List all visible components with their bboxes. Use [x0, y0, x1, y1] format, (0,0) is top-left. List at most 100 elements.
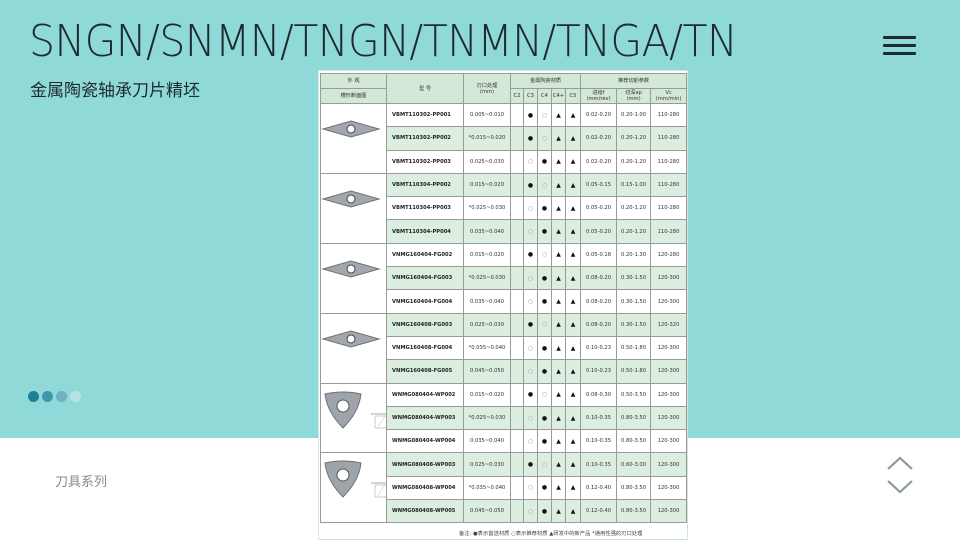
speed-cell: 120-280	[650, 242, 688, 268]
material-cell: ●	[537, 405, 552, 431]
material-cell: ●	[523, 452, 538, 477]
header-grade: C5	[564, 88, 582, 104]
model-cell: VBMT110302-PP001	[386, 102, 464, 128]
speed-cell: 110-280	[650, 196, 688, 221]
insert-profile-image	[320, 242, 387, 314]
depth-cell: 0.15-1.00	[616, 172, 652, 198]
chevron-down-icon[interactable]	[886, 479, 914, 495]
depth-cell: 0.80-3.50	[616, 475, 652, 501]
pager-dot[interactable]	[28, 391, 39, 402]
depth-cell: 0.80-3.50	[616, 405, 652, 431]
material-cell: ▲	[564, 289, 582, 314]
material-cell: ▲	[551, 149, 566, 174]
model-cell: WNMG080408-WP005	[386, 499, 464, 524]
page-title: SNGN/SNMN/TNGN/TNMN/TNGA/TN	[29, 16, 738, 67]
speed-cell: 120-300	[650, 289, 688, 314]
insert-profile-image	[320, 103, 387, 174]
material-cell: ●	[537, 499, 552, 524]
insert-profile-image	[320, 382, 387, 454]
material-cell: ●	[537, 219, 552, 244]
table-row: WNMG080408-WP004 *0.035~0.040 ○ ● ▲ ▲ 0.12-0.4…	[321, 475, 688, 501]
depth-cell: 0.80-3.50	[616, 429, 652, 454]
material-cell: ▲	[564, 499, 582, 524]
depth-cell: 0.20-1.20	[616, 126, 652, 151]
pager-dots[interactable]	[28, 391, 81, 402]
material-cell: ●	[537, 196, 552, 221]
material-cell: ○	[537, 242, 552, 268]
table-row: VBMT110304-PP003 *0.025~0.030 ○ ● ▲ ▲ 0.05-0.2…	[321, 196, 688, 221]
speed-cell: 120-300	[650, 382, 688, 407]
model-cell: VNMG160408-FG004	[386, 335, 464, 361]
material-cell: ▲	[564, 266, 582, 291]
material-cell: ▲	[551, 499, 566, 524]
material-cell: ●	[523, 382, 538, 407]
feed-cell: 0.08-0.20	[580, 266, 618, 291]
material-cell: ○	[537, 102, 552, 128]
category-label: 刀具系列	[55, 475, 108, 490]
edge-cell: *0.025~0.030	[463, 266, 511, 291]
material-cell: ▲	[551, 312, 566, 337]
material-cell	[510, 196, 524, 221]
model-cell: WNMG080408-WP003	[386, 452, 464, 477]
material-cell	[510, 126, 524, 151]
pager-dot[interactable]	[70, 391, 81, 402]
depth-cell: 0.30-1.50	[616, 289, 652, 314]
feed-cell: 0.10-0.23	[580, 359, 618, 384]
pager-dot[interactable]	[56, 391, 67, 402]
table-note: 备注: ●表示首选材质 ○表示推荐材质 ▲研发中的新产品 *通用性强的刃口处理	[459, 531, 643, 537]
material-cell: ○	[523, 219, 538, 244]
speed-cell: 120-300	[650, 266, 688, 291]
material-cell: ▲	[564, 149, 582, 174]
material-cell: ○	[523, 359, 538, 384]
speed-cell: 120-300	[650, 335, 688, 361]
material-cell	[510, 219, 524, 244]
product-spec-sheet: 外 观 型 号 刃口处理 (mm) 金属陶瓷材质 推荐切削参数 槽形断面图 C2…	[318, 70, 688, 540]
edge-cell: 0.025~0.030	[463, 149, 511, 174]
table-row: WNMG080404-WP003 *0.025~0.030 ○ ● ▲ ▲ 0.10-0.3…	[321, 405, 688, 431]
edge-cell: 0.035~0.040	[463, 429, 511, 454]
speed-cell: 110-280	[650, 149, 688, 174]
depth-cell: 0.50-1.80	[616, 359, 652, 384]
material-cell: ▲	[551, 102, 566, 128]
model-cell: WNMG080404-WP003	[386, 405, 464, 431]
depth-cell: 0.30-1.50	[616, 312, 652, 337]
material-cell: ○	[523, 429, 538, 454]
model-cell: VNMG160408-FG003	[386, 312, 464, 337]
speed-cell: 110-280	[650, 172, 688, 198]
material-cell: ●	[523, 242, 538, 268]
edge-cell: 0.025~0.030	[463, 312, 511, 337]
depth-cell: 0.20-1.20	[616, 219, 652, 244]
header-material: 金属陶瓷材质	[509, 73, 582, 89]
pager-dot[interactable]	[42, 391, 53, 402]
chevron-up-icon[interactable]	[886, 455, 914, 471]
hamburger-icon[interactable]	[883, 36, 916, 56]
material-cell: ○	[523, 196, 538, 221]
edge-cell: *0.025~0.030	[463, 405, 511, 431]
material-cell	[510, 499, 524, 524]
edge-cell: *0.035~0.040	[463, 475, 511, 501]
material-cell: ▲	[564, 242, 582, 268]
table-row: WNMG080404-WP002 0.015~0.020 ● ○ ▲ ▲ 0.08-0.30…	[320, 382, 688, 454]
material-cell: ○	[523, 289, 538, 314]
header-model: 型 号	[386, 73, 464, 104]
material-cell: ●	[537, 475, 552, 501]
material-cell: ▲	[564, 102, 582, 128]
material-cell: ○	[537, 172, 552, 198]
material-cell: ○	[523, 499, 538, 524]
material-cell: ▲	[564, 219, 582, 244]
material-cell	[510, 359, 524, 384]
material-cell: ▲	[551, 335, 566, 361]
material-cell: ▲	[551, 172, 566, 198]
material-cell: ▲	[551, 429, 566, 454]
material-cell: ▲	[564, 312, 582, 337]
table-row: VNMG160408-FG003 0.025~0.030 ● ○ ▲ ▲ 0.08-0.20…	[320, 312, 688, 384]
edge-cell: *0.015~0.020	[463, 126, 511, 151]
material-cell: ▲	[551, 359, 566, 384]
speed-cell: 120-300	[650, 429, 688, 454]
material-cell	[510, 475, 524, 501]
table-row: VNMG160404-FG004 0.035~0.040 ○ ● ▲ ▲ 0.08-0.20…	[321, 289, 688, 314]
feed-cell: 0.05-0.20	[580, 196, 618, 221]
feed-cell: 0.02-0.20	[580, 102, 618, 128]
material-cell	[510, 242, 524, 268]
material-cell: ●	[537, 359, 552, 384]
